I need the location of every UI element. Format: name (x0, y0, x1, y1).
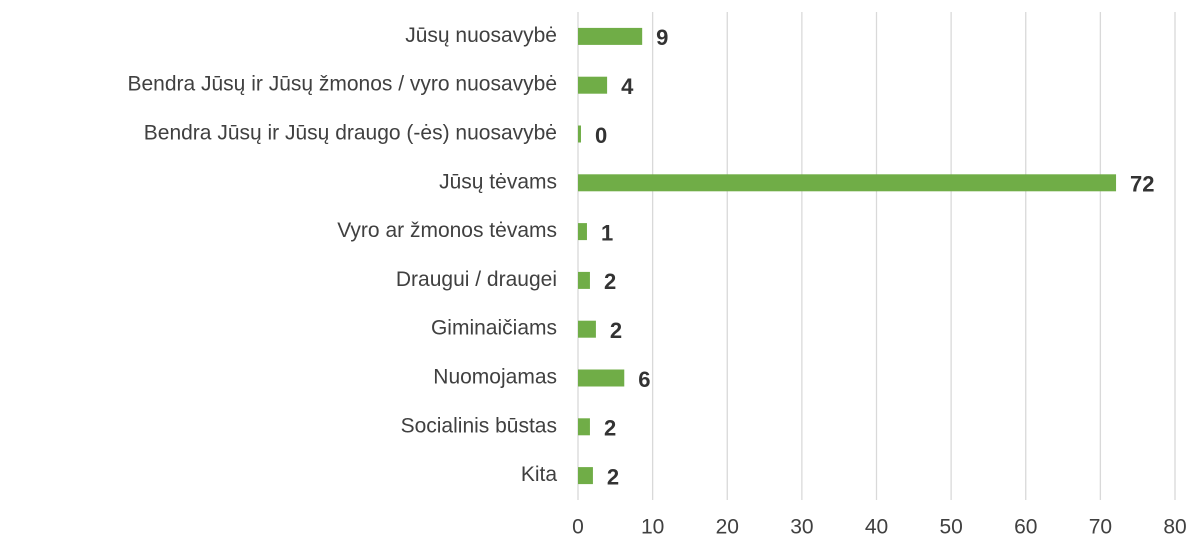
y-tick-label: Bendra Jūsų ir Jūsų žmonos / vyro nuosav… (127, 73, 557, 96)
value-label: 72 (1130, 172, 1154, 197)
y-tick-label: Jūsų nuosavybė (405, 24, 557, 47)
bar (578, 223, 587, 241)
value-label: 0 (595, 123, 607, 148)
x-tick-label: 20 (716, 516, 739, 537)
x-tick-label: 30 (790, 516, 813, 537)
bar (578, 125, 581, 143)
bar (578, 76, 608, 94)
bar (578, 418, 590, 436)
bar (578, 320, 596, 338)
x-tick-label: 0 (572, 516, 584, 537)
y-tick-label: Bendra Jūsų ir Jūsų draugo (-ės) nuosavy… (144, 122, 557, 145)
x-tick-label: 50 (939, 516, 962, 537)
y-tick-label: Vyro ar žmonos tėvams (337, 219, 557, 242)
bar (578, 174, 1117, 192)
value-label: 6 (638, 367, 650, 392)
value-label: 2 (607, 464, 619, 489)
x-tick-label: 60 (1014, 516, 1037, 537)
y-tick-label: Giminaičiams (431, 317, 557, 340)
value-label: 2 (610, 318, 622, 343)
x-tick-label: 80 (1163, 516, 1186, 537)
y-tick-label: Socialinis būstas (401, 414, 557, 437)
bar (578, 369, 625, 387)
y-tick-label: Jūsų tėvams (439, 170, 557, 193)
x-tick-label: 70 (1089, 516, 1112, 537)
x-tick-label: 10 (641, 516, 664, 537)
y-tick-label: Nuomojamas (433, 366, 557, 389)
x-tick-label: 40 (865, 516, 888, 537)
value-label: 4 (621, 74, 634, 99)
value-label: 1 (601, 220, 613, 245)
value-label: 9 (656, 25, 668, 50)
y-tick-label: Draugui / draugei (396, 268, 557, 291)
bar (578, 467, 593, 485)
value-label: 2 (604, 416, 616, 441)
y-tick-label: Kita (521, 463, 558, 486)
value-label: 2 (604, 269, 616, 294)
bar (578, 27, 643, 45)
bar (578, 271, 590, 289)
